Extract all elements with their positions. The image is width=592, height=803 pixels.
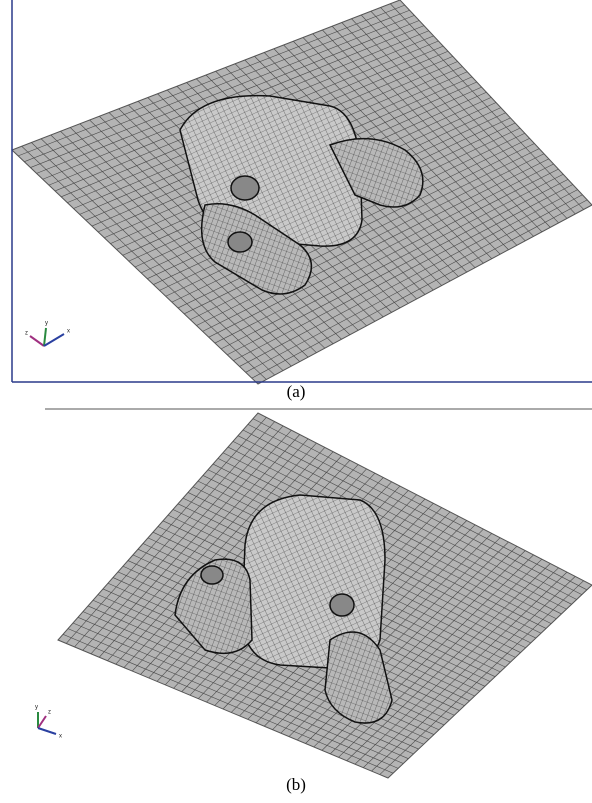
triad-axis — [44, 334, 64, 346]
port — [330, 594, 354, 616]
triad-axis — [38, 728, 56, 734]
triad-label: y — [35, 705, 38, 711]
triad-axis — [30, 336, 44, 346]
figure: z y x y z x (a) (b) — [0, 0, 592, 798]
caption: (b) — [286, 775, 306, 794]
axis-triad-b: y z x — [35, 705, 62, 740]
triad-axis — [38, 716, 46, 728]
triad-label: x — [59, 734, 62, 740]
triad-axis — [44, 328, 46, 346]
axis-triad-a: z y x — [25, 321, 70, 346]
port — [231, 176, 259, 200]
triad-label: z — [25, 331, 28, 337]
triad-label: x — [67, 329, 70, 335]
triad-label: z — [48, 710, 51, 716]
port — [201, 566, 223, 584]
port — [228, 232, 252, 252]
triad-label: y — [45, 321, 48, 327]
caption: (a) — [287, 382, 306, 401]
